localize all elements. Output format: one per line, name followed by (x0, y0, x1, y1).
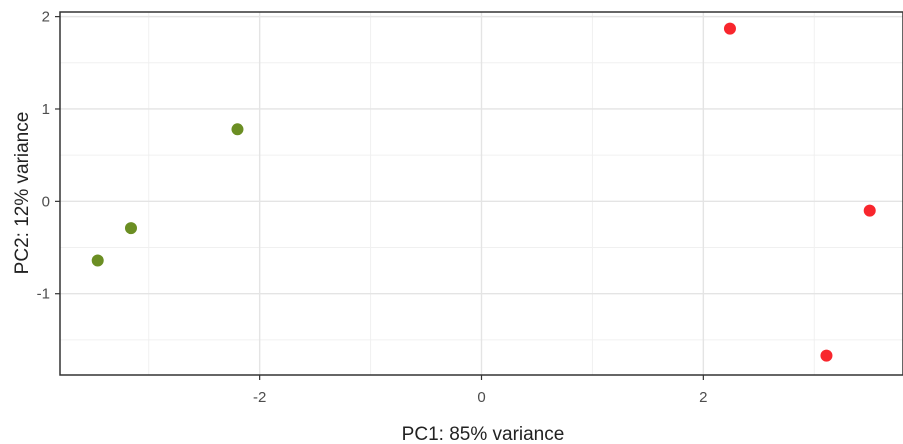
x-tick-label: 0 (477, 389, 485, 406)
y-axis-title: PC2: 12% variance (12, 112, 33, 275)
x-tick-label: 2 (699, 389, 707, 406)
scatter-point-series-1 (91, 254, 104, 267)
scatter-point-series-1 (124, 222, 137, 235)
major-gridlines (60, 12, 903, 375)
scatter-point-series-2 (820, 349, 833, 362)
y-tick-label: 1 (42, 101, 50, 118)
scatter-point-series-2 (863, 204, 876, 217)
y-tick-label: 0 (42, 193, 50, 210)
x-axis-title: PC1: 85% variance (402, 424, 565, 444)
y-axis-ticks: -1 0 1 2 (37, 9, 60, 303)
x-tick-label: -2 (253, 389, 266, 406)
data-points (91, 22, 876, 362)
x-axis-ticks: -2 0 2 (253, 375, 708, 406)
y-tick-label: -1 (37, 286, 50, 303)
scatter-point-series-1 (231, 123, 244, 136)
scatter-point-series-2 (723, 22, 736, 35)
y-tick-label: 2 (42, 9, 50, 26)
